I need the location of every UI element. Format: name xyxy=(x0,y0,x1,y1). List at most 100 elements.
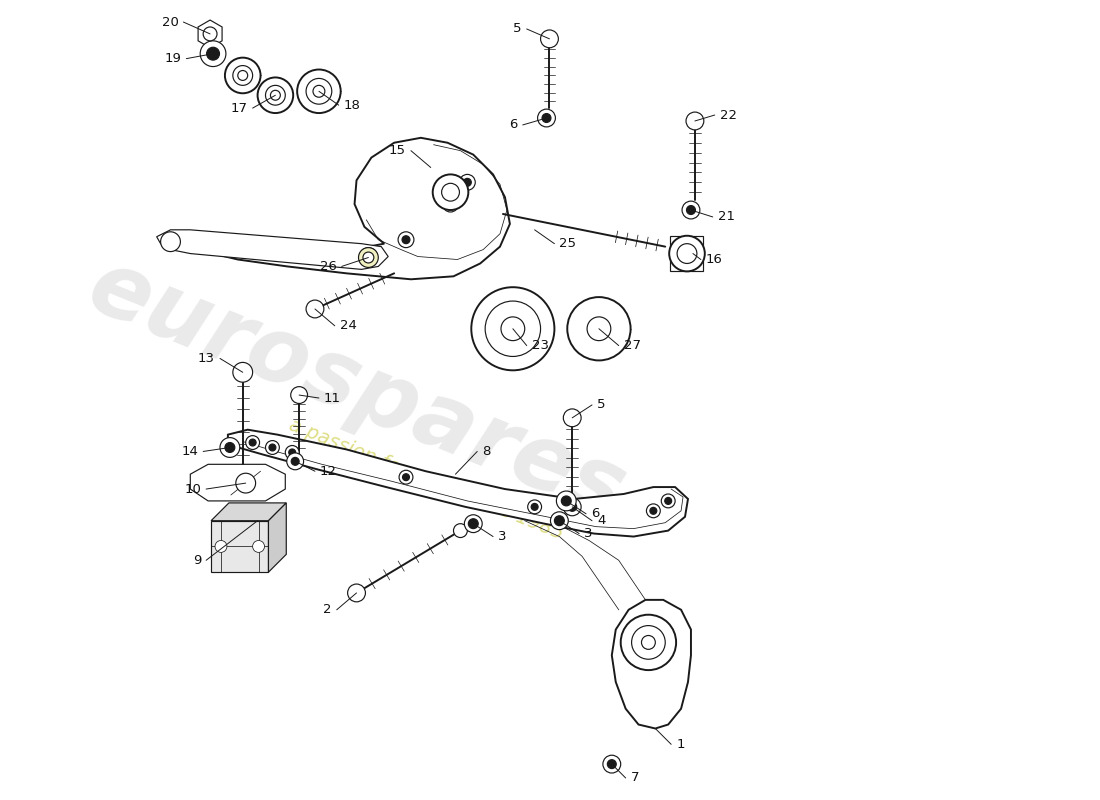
Circle shape xyxy=(403,474,409,481)
Circle shape xyxy=(250,439,256,446)
Polygon shape xyxy=(211,521,268,572)
Circle shape xyxy=(399,470,412,484)
Circle shape xyxy=(207,47,220,60)
Circle shape xyxy=(561,496,571,506)
Text: 13: 13 xyxy=(198,352,214,365)
Circle shape xyxy=(233,362,253,382)
Circle shape xyxy=(587,317,610,341)
Circle shape xyxy=(531,503,538,510)
Circle shape xyxy=(224,58,261,94)
Circle shape xyxy=(360,248,377,266)
Circle shape xyxy=(441,183,460,201)
Circle shape xyxy=(292,458,299,466)
Circle shape xyxy=(224,442,234,453)
Text: 5: 5 xyxy=(597,398,605,411)
Circle shape xyxy=(220,438,240,458)
Circle shape xyxy=(245,436,260,450)
Circle shape xyxy=(253,541,264,552)
Polygon shape xyxy=(268,503,286,572)
Text: 26: 26 xyxy=(320,260,337,273)
Circle shape xyxy=(442,196,459,212)
Circle shape xyxy=(554,516,564,526)
Circle shape xyxy=(631,626,666,659)
Circle shape xyxy=(669,236,705,271)
Circle shape xyxy=(563,409,581,426)
Text: 16: 16 xyxy=(706,253,723,266)
Circle shape xyxy=(447,200,454,208)
Circle shape xyxy=(682,201,700,219)
Circle shape xyxy=(306,78,332,104)
Circle shape xyxy=(287,453,304,470)
Polygon shape xyxy=(190,464,285,501)
Circle shape xyxy=(664,498,672,504)
Circle shape xyxy=(306,300,323,318)
Polygon shape xyxy=(213,138,510,279)
Circle shape xyxy=(568,502,576,511)
Circle shape xyxy=(285,446,299,459)
Circle shape xyxy=(603,755,620,773)
Circle shape xyxy=(398,232,414,248)
Circle shape xyxy=(607,760,616,769)
Circle shape xyxy=(432,174,469,210)
Text: 8: 8 xyxy=(482,445,491,458)
Circle shape xyxy=(214,541,227,552)
Circle shape xyxy=(235,474,255,493)
Text: 25: 25 xyxy=(560,237,576,250)
Circle shape xyxy=(257,78,294,113)
Polygon shape xyxy=(228,430,688,537)
Text: 21: 21 xyxy=(717,210,735,223)
Circle shape xyxy=(686,112,704,130)
Circle shape xyxy=(550,512,569,530)
Circle shape xyxy=(460,174,475,190)
Circle shape xyxy=(557,491,576,511)
Circle shape xyxy=(265,441,279,454)
Text: 17: 17 xyxy=(231,102,248,114)
Circle shape xyxy=(238,70,248,81)
Text: eurospares: eurospares xyxy=(76,242,638,538)
Text: a passion for parts since 1985: a passion for parts since 1985 xyxy=(286,415,565,543)
Text: 19: 19 xyxy=(165,52,182,65)
Circle shape xyxy=(161,232,180,251)
Polygon shape xyxy=(198,20,222,48)
Text: 3: 3 xyxy=(584,527,593,540)
Circle shape xyxy=(678,244,697,263)
Circle shape xyxy=(348,584,365,602)
Circle shape xyxy=(265,86,285,105)
Circle shape xyxy=(363,252,374,263)
Circle shape xyxy=(359,248,378,267)
Text: 7: 7 xyxy=(630,771,639,785)
Text: 2: 2 xyxy=(323,603,332,616)
Circle shape xyxy=(540,30,559,48)
Circle shape xyxy=(661,494,675,508)
Circle shape xyxy=(563,498,581,516)
Circle shape xyxy=(204,27,217,41)
Text: 6: 6 xyxy=(591,507,600,520)
Circle shape xyxy=(314,86,324,98)
Text: 23: 23 xyxy=(531,339,549,352)
Circle shape xyxy=(620,614,676,670)
Circle shape xyxy=(528,500,541,514)
Polygon shape xyxy=(156,230,388,270)
Circle shape xyxy=(485,301,540,357)
Circle shape xyxy=(650,507,657,514)
Circle shape xyxy=(453,524,468,538)
Text: 6: 6 xyxy=(509,118,518,131)
Text: 1: 1 xyxy=(676,738,684,751)
Text: 20: 20 xyxy=(162,15,178,29)
Text: 15: 15 xyxy=(389,144,406,157)
Text: 10: 10 xyxy=(185,482,201,495)
Text: 14: 14 xyxy=(182,445,198,458)
Text: 24: 24 xyxy=(340,319,356,332)
Circle shape xyxy=(464,514,482,533)
Text: 9: 9 xyxy=(192,554,201,566)
Text: 3: 3 xyxy=(498,530,506,543)
Circle shape xyxy=(290,386,308,403)
Circle shape xyxy=(270,444,276,451)
Circle shape xyxy=(568,297,630,361)
Circle shape xyxy=(200,41,225,66)
Circle shape xyxy=(271,90,281,100)
Circle shape xyxy=(463,178,471,186)
Text: 5: 5 xyxy=(514,22,521,35)
Text: 18: 18 xyxy=(343,98,361,112)
Circle shape xyxy=(471,287,554,370)
